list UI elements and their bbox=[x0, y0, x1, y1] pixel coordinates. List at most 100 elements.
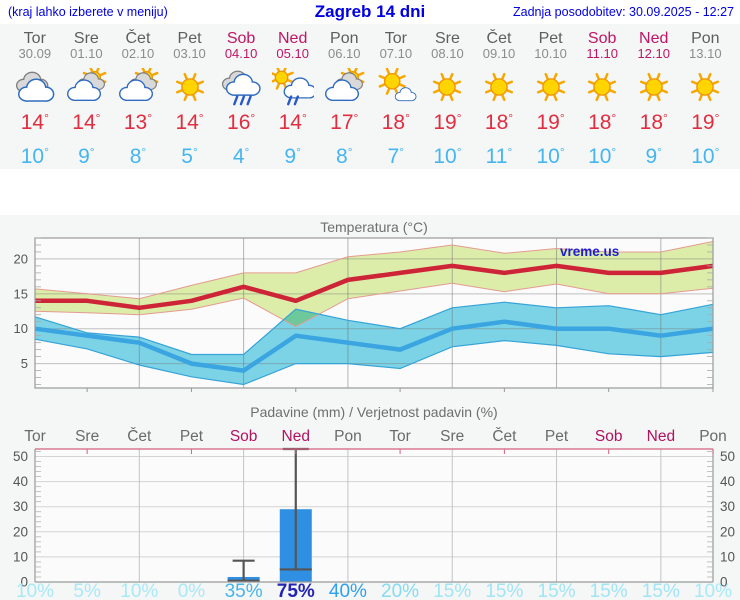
precip-day-label[interactable]: Pet bbox=[180, 428, 204, 445]
min-band-edge bbox=[34, 301, 714, 356]
forecast-day-column[interactable]: Čet 09.10 18° 11° bbox=[473, 30, 525, 168]
precip-day-label[interactable]: Pet bbox=[545, 428, 569, 445]
precip-day-label[interactable]: Sre bbox=[440, 428, 464, 445]
day-date-label: 08.10 bbox=[431, 46, 464, 61]
temp-chart-title: Temperatura (°C) bbox=[320, 219, 428, 235]
low-temp-value: 9° bbox=[284, 145, 301, 168]
precip-day-label[interactable]: Sob bbox=[230, 428, 258, 445]
low-temp-value: 4° bbox=[232, 145, 250, 168]
max-band-edge bbox=[34, 282, 714, 328]
day-name-label: Pon bbox=[691, 30, 720, 47]
day-date-label: 30.09 bbox=[18, 46, 52, 61]
weather-icon-sunny bbox=[175, 72, 204, 102]
precip-day-label[interactable]: Pon bbox=[334, 428, 362, 445]
y-axis-label-right: 20 bbox=[720, 524, 735, 539]
forecast-day-column[interactable]: Sre 08.10 19° 10° bbox=[422, 30, 474, 168]
high-temp-value: 14° bbox=[72, 111, 101, 134]
high-temp-value: 19° bbox=[691, 111, 720, 134]
high-temp-value: 19° bbox=[536, 111, 565, 134]
forecast-day-column[interactable]: Čet 02.10 13° 8° bbox=[112, 30, 164, 168]
day-date-label: 09.10 bbox=[482, 46, 516, 61]
forecast-day-column[interactable]: Pon 06.10 17° 8° bbox=[318, 30, 370, 168]
low-temp-value: 8° bbox=[336, 145, 353, 168]
precip-day-label[interactable]: Sre bbox=[75, 428, 99, 445]
min-temp-line bbox=[34, 319, 714, 373]
weather-icon-sunny bbox=[433, 72, 462, 102]
precip-day-label[interactable]: Ned bbox=[647, 428, 675, 445]
day-name-label: Čet bbox=[486, 30, 512, 47]
precip-day-label[interactable]: Tor bbox=[389, 428, 411, 445]
high-temp-value: 19° bbox=[433, 111, 462, 134]
weather-icon-sunny bbox=[639, 72, 668, 102]
watermark-link[interactable]: vreme.us bbox=[560, 244, 619, 259]
low-temp-value: 10° bbox=[433, 145, 462, 168]
forecast-day-column[interactable]: Sre 01.10 14° 9° bbox=[61, 30, 113, 168]
low-temp-value: 10° bbox=[20, 145, 49, 168]
day-date-label: 10.10 bbox=[534, 46, 567, 61]
high-temp-value: 14° bbox=[20, 111, 49, 134]
day-name-label: Pon bbox=[330, 30, 359, 47]
forecast-day-column[interactable]: Pet 10.10 19° 10° bbox=[525, 30, 577, 168]
precip-day-label[interactable]: Pon bbox=[699, 428, 727, 445]
forecast-day-column[interactable]: Ned 05.10 14° 9° bbox=[267, 30, 319, 168]
day-name-label: Tor bbox=[384, 30, 407, 47]
weather-icon-sunshower bbox=[271, 68, 314, 106]
precip-probability-value: 15% bbox=[590, 581, 628, 600]
day-date-label: 04.10 bbox=[224, 46, 258, 61]
temp-plot-border bbox=[34, 237, 714, 389]
day-name-label: Sre bbox=[434, 30, 460, 47]
min-band-edge bbox=[34, 338, 714, 386]
low-temp-value: 9° bbox=[645, 145, 662, 168]
precip-probability-value: 5% bbox=[73, 581, 101, 600]
y-axis-label-right: 50 bbox=[720, 449, 735, 464]
day-date-label: 06.10 bbox=[327, 46, 361, 61]
precip-probability-value: 15% bbox=[485, 581, 523, 600]
day-name-label: Sob bbox=[587, 30, 617, 47]
precip-day-label[interactable]: Čet bbox=[492, 428, 517, 445]
high-temp-value: 18° bbox=[639, 111, 668, 134]
high-temp-value: 14° bbox=[278, 111, 307, 134]
day-date-label: 12.10 bbox=[637, 46, 670, 61]
precip-day-label[interactable]: Čet bbox=[127, 428, 152, 445]
precip-probability-value: 15% bbox=[642, 581, 680, 600]
weather-icon-partly bbox=[118, 68, 159, 102]
precip-plot-area bbox=[35, 449, 713, 582]
y-axis-label: 15 bbox=[14, 286, 28, 301]
precipitation-chart: 0 0 10 10 20 20 30 30 40 40 50 50 Padavine (mm) / Ve… bbox=[13, 404, 735, 600]
menu-hint-text: (kraj lahko izberete v meniju) bbox=[8, 5, 168, 19]
page-title: Zagreb 14 dni bbox=[314, 2, 426, 21]
precip-probability-value: 10% bbox=[16, 581, 54, 600]
high-temp-value: 14° bbox=[175, 111, 204, 134]
low-temp-value: 5° bbox=[181, 145, 198, 168]
max-temp-line bbox=[35, 263, 714, 311]
day-date-label: 07.10 bbox=[379, 46, 413, 61]
precip-probability-value: 20% bbox=[381, 581, 419, 600]
forecast-day-column[interactable]: Pet 03.10 14° 5° bbox=[164, 30, 216, 168]
day-name-label: Ned bbox=[639, 30, 669, 47]
weather-icon-mostlysunny bbox=[378, 68, 417, 102]
high-temp-value: 16° bbox=[227, 111, 256, 134]
last-update-text: Zadnja posodobitev: 30.09.2025 - 12:27 bbox=[512, 5, 734, 19]
precip-day-label[interactable]: Tor bbox=[24, 428, 46, 445]
weather-icon-rain bbox=[222, 70, 261, 106]
weather-icon-sunny bbox=[691, 72, 720, 102]
weather-icon-cloudy bbox=[15, 71, 55, 102]
precip-day-label[interactable]: Sob bbox=[595, 428, 623, 445]
forecast-day-column[interactable]: Pon 13.10 19° 10° bbox=[680, 30, 732, 168]
y-axis-label-left: 30 bbox=[13, 499, 28, 514]
low-temp-value: 7° bbox=[387, 145, 405, 168]
day-date-label: 01.10 bbox=[70, 46, 103, 61]
forecast-day-column[interactable]: Tor 30.09 14° 10° bbox=[9, 30, 61, 168]
forecast-day-column[interactable]: Tor 07.10 18° 7° bbox=[370, 30, 422, 168]
forecast-day-column[interactable]: Ned 12.10 18° 9° bbox=[628, 30, 680, 168]
forecast-day-column[interactable]: Sob 11.10 18° 10° bbox=[576, 30, 628, 168]
precip-probability-value: 15% bbox=[538, 581, 576, 600]
low-temp-value: 10° bbox=[588, 145, 617, 168]
max-temp-range-band bbox=[35, 241, 713, 327]
day-name-label: Pet bbox=[177, 30, 202, 47]
precip-day-label[interactable]: Ned bbox=[282, 428, 310, 445]
precip-probability-value: 0% bbox=[178, 581, 206, 600]
y-axis-label-left: 50 bbox=[13, 449, 28, 464]
forecast-day-column[interactable]: Sob 04.10 16° 4° bbox=[215, 30, 267, 168]
forecast-table: Tor 30.09 14° 10° Sre 01.10 14° 9° Čet 02.10 13° 8°… bbox=[9, 30, 731, 168]
